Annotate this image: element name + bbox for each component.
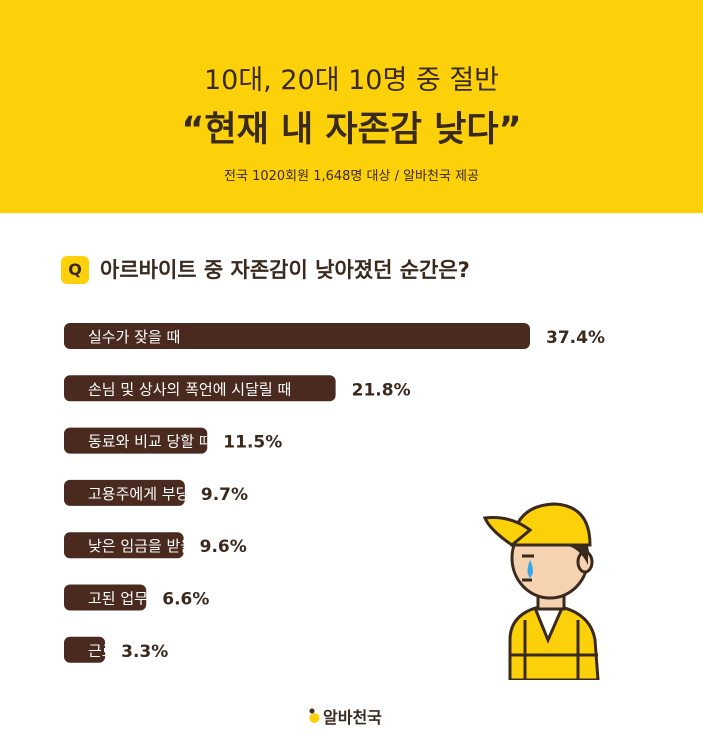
bar-6	[64, 584, 147, 611]
bar-label-1: 실수가 잦을 때	[88, 328, 180, 346]
bar-label-4: 고용주에게 부당 대우를 받을 때	[88, 485, 286, 503]
value-label-7: 3.3%	[121, 642, 168, 662]
bar-5	[64, 532, 184, 559]
title-line-1: 10대, 20대 10명 중 절반	[203, 65, 500, 96]
value-label-1: 37.4%	[546, 328, 605, 348]
bar-chart: 실수가 잦을 때 37.4% 손님 및 상사의 폭언에 시달릴 때 21.8% 동료와 …	[64, 323, 605, 663]
bar-1	[64, 323, 530, 349]
bar-3	[64, 427, 208, 454]
value-label-2: 21.8%	[352, 380, 411, 400]
brand-logo: 알바천국	[308, 704, 382, 728]
question-text: 아르바이트 중 자존감이 낮아졌던 순간은?	[100, 258, 470, 282]
value-label-4: 9.7%	[201, 485, 248, 505]
bar-2	[64, 375, 336, 402]
title-line-2: “현재 내 자존감 낮다”	[181, 110, 522, 150]
worker-illustration	[482, 502, 600, 680]
question-badge: Q	[61, 256, 89, 284]
logo-icon	[309, 708, 320, 723]
bar-label-3: 동료와 비교 당할 때	[88, 433, 213, 451]
header-banner: 10대, 20대 10명 중 절반 “현재 내 자존감 낮다” 전국 1020회…	[0, 0, 703, 213]
bar-label-6: 고된 업무 강도에 시달릴 때	[88, 590, 259, 608]
bar-4	[64, 479, 185, 506]
bar-label-5: 낮은 임금을 받을 때	[88, 537, 213, 555]
value-label-3: 11.5%	[223, 433, 282, 453]
bar-label-7: 근로 시간이 과다할 때	[88, 642, 227, 660]
subtitle: 전국 1020회원 1,648명 대상 / 알바천국 제공	[224, 169, 479, 184]
value-label-6: 6.6%	[162, 590, 209, 610]
logo-text: 알바천국	[323, 708, 382, 727]
bar-7	[64, 636, 106, 663]
value-label-5: 9.6%	[200, 537, 247, 557]
bar-label-2: 손님 및 상사의 폭언에 시달릴 때	[88, 380, 291, 398]
